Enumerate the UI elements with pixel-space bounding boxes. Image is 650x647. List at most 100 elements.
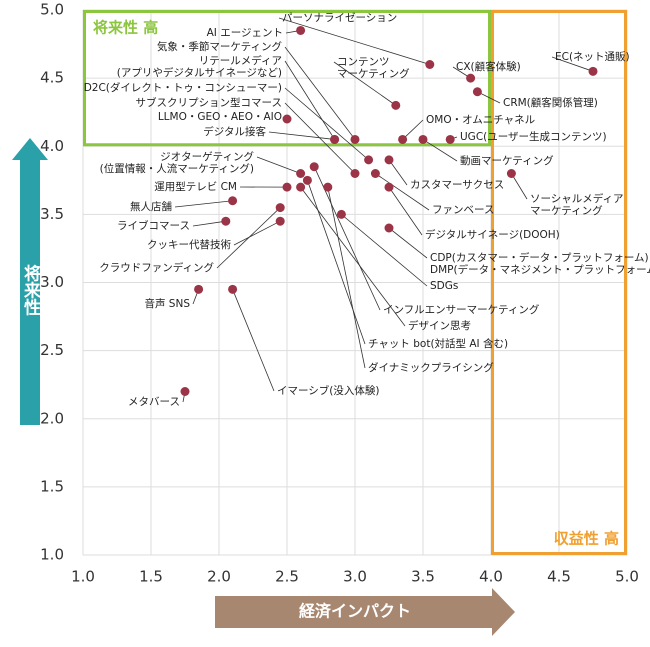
x-tick-label: 3.0 (343, 568, 367, 586)
leader-line (388, 159, 408, 186)
leader-line (268, 131, 335, 140)
point-label: OMO・オムニチャネル (426, 114, 535, 126)
point (180, 387, 190, 396)
point (221, 216, 231, 226)
points (180, 25, 598, 396)
region-label: 収益性 高 (554, 530, 619, 548)
leader-line (174, 200, 233, 208)
point-label: EC(ネット通販) (555, 51, 630, 63)
point (275, 203, 285, 213)
point-label: サブスクリプション型コマース (136, 96, 282, 109)
point (472, 87, 482, 97)
point-label: ダイナミックプライシング (368, 361, 494, 374)
y-tick-label: 2.0 (40, 409, 64, 427)
leader-line (233, 220, 281, 246)
point (370, 169, 380, 178)
point-label: クッキー代替技術 (147, 238, 231, 251)
point (391, 100, 401, 110)
point-label: AI エージェント (207, 27, 283, 39)
leader-line (422, 139, 458, 162)
leader-line (192, 220, 226, 227)
point (588, 66, 598, 76)
leader-line (284, 102, 356, 174)
y-axis-label: 将来性 (20, 263, 42, 316)
y-tick-label: 3.5 (40, 205, 64, 223)
point (418, 134, 428, 144)
x-tick-label: 3.5 (411, 568, 435, 586)
x-tick-label: 1.5 (139, 568, 163, 586)
point (330, 134, 340, 144)
point-label: SDGs (430, 280, 458, 292)
x-tick-label: 5.0 (615, 568, 639, 586)
y-tick-label: 1.5 (40, 477, 64, 495)
point-label: チャット bot(対話型 AI 含む) (368, 337, 508, 350)
leader-line (307, 180, 366, 345)
point (336, 209, 346, 219)
leader-line (284, 87, 369, 161)
region (83, 10, 491, 147)
point (296, 25, 306, 35)
y-axis-arrow (12, 138, 48, 425)
point (302, 175, 312, 185)
point-label: カスタマーサクセス (410, 179, 504, 191)
y-tick-label: 4.0 (40, 137, 64, 155)
leader-line (278, 17, 430, 65)
point (275, 216, 285, 226)
leader-line (256, 156, 301, 174)
point-label: 運用型テレビ CM (154, 180, 237, 193)
point (384, 182, 394, 192)
point-label: デジタル接客 (203, 125, 266, 138)
x-tick-label: 2.0 (207, 568, 231, 586)
point-label: インフルエンサーマーケティング (383, 303, 540, 316)
leader-line (327, 187, 366, 369)
leader-line (232, 289, 275, 392)
point (323, 182, 333, 192)
leader-line (375, 173, 430, 211)
point (384, 223, 394, 233)
leader-line (341, 214, 428, 287)
x-tick-label: 1.0 (71, 568, 95, 586)
point-label: 気象・季節マーケティング (157, 40, 283, 53)
y-tick-label: 2.5 (40, 341, 64, 359)
point (445, 134, 455, 144)
point (309, 162, 319, 172)
leader-line (388, 227, 428, 259)
x-tick-label: 4.0 (479, 568, 503, 586)
point (282, 182, 292, 192)
leader-line (284, 60, 335, 140)
leader-line (402, 119, 424, 140)
leader-line (388, 186, 423, 236)
region-label: 将来性 高 (93, 19, 158, 37)
point-label: ソーシャルメディアマーケティング (530, 192, 624, 217)
point (425, 60, 435, 69)
point (350, 169, 360, 178)
leader-line (551, 56, 594, 72)
point-label: UGC(ユーザー生成コンテンツ) (460, 130, 607, 143)
point (282, 114, 292, 124)
point (466, 73, 476, 83)
y-tick-label: 1.0 (40, 546, 64, 564)
point-label: デザイン思考 (408, 319, 471, 332)
point (296, 169, 306, 178)
point (384, 155, 394, 165)
point-label: パーソナライゼーション (282, 12, 397, 24)
point-label: ファンベース (432, 204, 494, 216)
x-tick-label: 4.5 (547, 568, 571, 586)
x-axis-arrow (215, 588, 515, 636)
y-tick-label: 3.0 (40, 273, 64, 291)
point-label: イマーシブ(没入体験) (277, 384, 379, 397)
point-label: CDP(カスタマー・データ・プラットフォーム)・ DMP(データ・マネジメント・プ… (430, 251, 650, 276)
point (506, 169, 516, 178)
point-label: ジオターゲティング(位置情報・人流マーケティング) (100, 150, 255, 175)
point (228, 196, 238, 206)
point (350, 134, 360, 144)
point-label: デジタルサイネージ(DOOH) (425, 228, 560, 241)
leader-line (216, 207, 281, 269)
point (398, 134, 408, 144)
point-label: ライブコマース (117, 219, 190, 232)
point-label: リテールメディア(アプリやデジタルサイネージなど) (117, 54, 282, 79)
point-label: 音声 SNS (144, 297, 190, 310)
point-label: D2C(ダイレクト・トゥ・コンシューマー) (84, 81, 282, 94)
point-label: CRM(顧客関係管理) (503, 96, 598, 109)
